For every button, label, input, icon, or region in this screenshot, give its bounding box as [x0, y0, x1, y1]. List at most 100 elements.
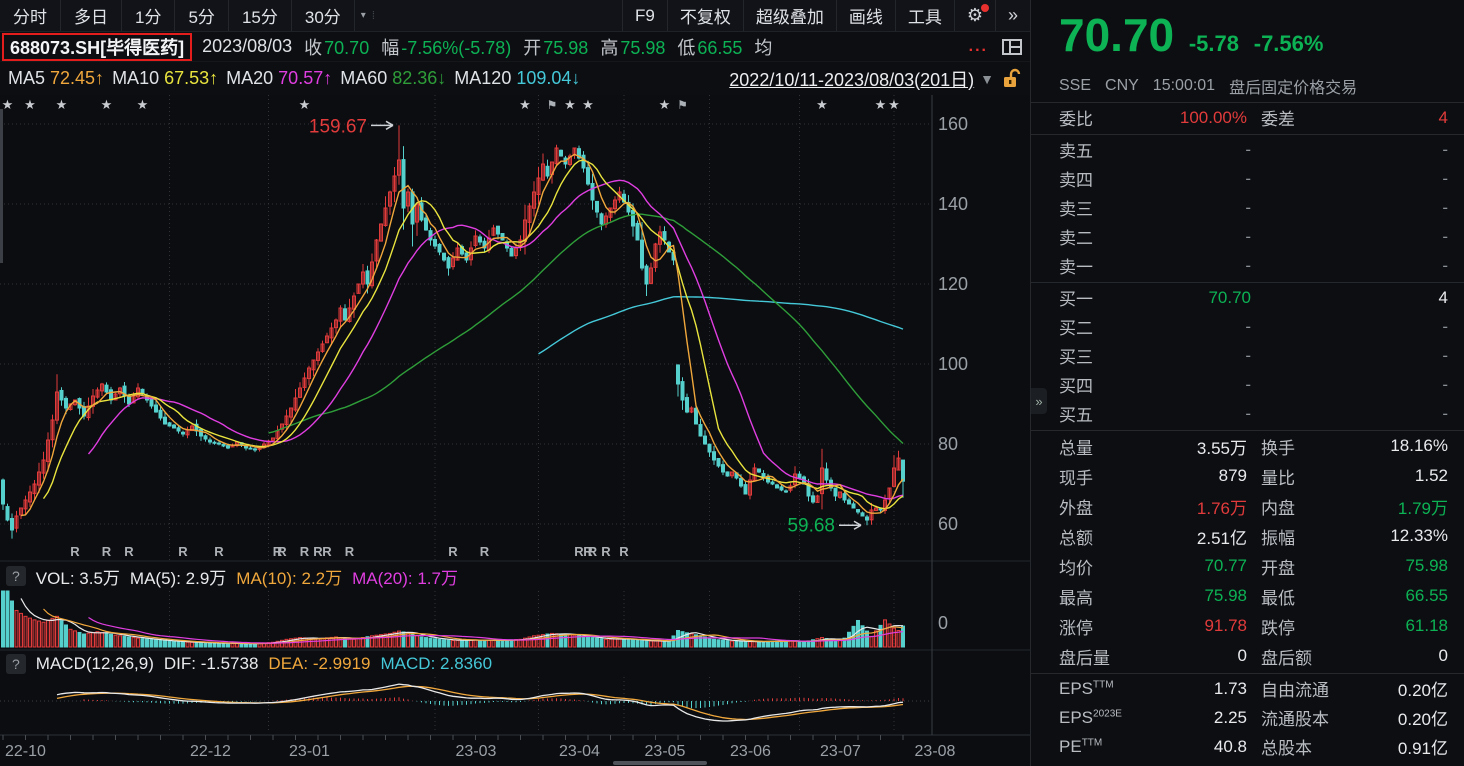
level-price: - [1245, 139, 1251, 159]
period-range-wrap: 2022/10/11-2023/08/03(201日) ▼ [729, 62, 1022, 95]
date-range-selector[interactable]: 2022/10/11-2023/08/03(201日) [729, 69, 975, 90]
stat-label: 自由流通 [1261, 681, 1329, 700]
ma-legend-item-4: MA120 109.04↓ [454, 68, 580, 89]
ma-value: 109.04↓ [516, 68, 581, 88]
ask-row-3: 卖二 - - [1031, 222, 1464, 251]
weibi-value: 100.00% [1179, 107, 1247, 127]
grid-layer [0, 95, 930, 733]
toolbar-item-0[interactable]: F9 [622, 0, 667, 31]
svg-text:R: R [588, 544, 598, 559]
stat-row-2: PETTM 40.8 总股本 0.91亿 [1031, 732, 1464, 761]
macd-layer [0, 683, 930, 722]
layout-icon[interactable] [1002, 38, 1022, 55]
tab-period-3[interactable]: 5分 [175, 0, 229, 31]
level-qty: - [1442, 403, 1448, 423]
svg-text:R: R [178, 544, 188, 559]
ma-legend-row: MA5 72.45↑ MA10 67.53↑ MA20 70.57↑ MA60 82.… [0, 62, 1030, 95]
svg-text:R: R [214, 544, 224, 559]
stat-row-4: 均价 70.77 开盘 75.98 [1031, 551, 1464, 581]
stat-label: 开盘 [1261, 558, 1295, 578]
toolbar-item-3[interactable]: 画线 [835, 0, 895, 31]
stat-label: 涨停 [1059, 618, 1093, 638]
svg-text:★: ★ [564, 97, 576, 112]
level-qty: - [1442, 139, 1448, 159]
level-label: 卖五 [1059, 142, 1093, 161]
panel-collapse-chevron[interactable]: » [1031, 388, 1047, 414]
svg-text:★: ★ [659, 97, 671, 112]
field-value: -7.56%(-5.78) [401, 37, 512, 58]
notification-dot [980, 4, 989, 12]
stat-label: EPSTTM [1059, 678, 1114, 698]
ask-levels: 卖五 - - 卖四 - - 卖三 - - 卖二 - - 卖一 - - [1031, 135, 1464, 280]
stat-label: 最低 [1261, 588, 1295, 608]
stat-row-7: 盘后量 0 盘后额 0 [1031, 641, 1464, 671]
weibi-row: 委比 100.00% 委差 4 [1031, 103, 1464, 132]
toolbar-item-2[interactable]: 超级叠加 [742, 0, 836, 31]
level-label: 卖一 [1059, 258, 1093, 277]
period-tabs: 分时 多日 1分 5分 15分 30分 [0, 0, 355, 31]
level-qty: - [1442, 168, 1448, 188]
macd-help-button[interactable]: ? [6, 654, 26, 674]
divider [1031, 430, 1464, 431]
svg-text:★: ★ [816, 97, 828, 112]
vol-help-button[interactable]: ? [6, 566, 26, 586]
ask-row-4: 卖一 - - [1031, 251, 1464, 280]
session-note: 盘后固定价格交易 [1229, 80, 1358, 97]
svg-text:★: ★ [875, 97, 887, 112]
more-indicator[interactable]: ... [968, 37, 988, 55]
unlock-icon[interactable] [1000, 68, 1022, 90]
toolbar-separator: ⁞ [371, 9, 375, 22]
symbol-box[interactable]: 688073.SH[毕得医药] [2, 32, 193, 61]
stat-label: 量比 [1261, 468, 1295, 488]
svg-text:★: ★ [582, 97, 594, 112]
svg-text:R: R [102, 544, 112, 559]
period-dropdown-icon[interactable]: ▾ [360, 10, 366, 21]
ma-label: MA10 [112, 68, 165, 88]
macd-pane-header: ? MACD(12,26,9) DIF: -1.5738 DEA: -2.991… [0, 651, 1030, 677]
level-label: 买五 [1059, 406, 1093, 425]
svg-text:R: R [70, 544, 80, 559]
tab-period-2[interactable]: 1分 [122, 0, 176, 31]
stat-row-1: 现手 879 量比 1.52 [1031, 461, 1464, 491]
level-price: - [1245, 316, 1251, 336]
stat-value: 1.73 [1213, 678, 1247, 698]
divider [1031, 102, 1464, 103]
level-label: 买二 [1059, 319, 1093, 338]
expand-menu-icon[interactable]: » [994, 0, 1030, 31]
bar-date: 2023/08/03 [202, 36, 293, 56]
market-status-row: SSE CNY 15:00:01 盘后固定价格交易 [1031, 72, 1464, 100]
field-label: 高 [600, 37, 619, 58]
svg-text:R: R [583, 544, 593, 559]
h-scrollbar-thumb[interactable] [613, 761, 707, 765]
candlestick-chart[interactable]: ★ ★ ★ ★ ★ ★ ★ ★ ★ ★ ★ ★ ★⚑ ⚑R R R R R RR R R R R R R R RR R R159.675… [0, 95, 1030, 766]
stat-label: 总额 [1059, 528, 1093, 548]
date-range-dropdown-icon[interactable]: ▼ [980, 70, 994, 87]
tab-period-1[interactable]: 多日 [61, 0, 122, 31]
svg-text:120: 120 [938, 274, 968, 294]
level-label: 卖三 [1059, 200, 1093, 219]
ma-legend: MA5 72.45↑ MA10 67.53↑ MA20 70.57↑ MA60 82.… [0, 68, 580, 89]
stat-label: 跌停 [1261, 618, 1295, 638]
svg-text:R: R [277, 544, 287, 559]
quote-time: 15:00:01 [1152, 77, 1216, 94]
toolbar-item-1[interactable]: 不复权 [666, 0, 743, 31]
stat-value: 18.16% [1390, 436, 1448, 455]
markers-layer [371, 120, 862, 530]
settings-gear-icon[interactable]: ⚙ [953, 0, 995, 31]
svg-text:★: ★ [519, 97, 531, 112]
toolbar-item-4[interactable]: 工具 [894, 0, 954, 31]
level-qty: - [1442, 226, 1448, 246]
stat-value: 879 [1218, 466, 1247, 485]
level-price: - [1245, 403, 1251, 423]
kline-chart-area[interactable]: ★ ★ ★ ★ ★ ★ ★ ★ ★ ★ ★ ★ ★ ⚑ ⚑ R R R R R R R R R R R R R R R R R R 159.67 5… [0, 95, 1030, 766]
period-toolbar: 分时 多日 1分 5分 15分 30分 ▾ ⁞ F9 不复权 超级叠加 画线 工具 ⚙ » [0, 0, 1030, 32]
ohlc-field-2: 开 75.98 [523, 34, 588, 60]
stat-label: 外盘 [1059, 498, 1093, 518]
divider [1031, 673, 1464, 674]
tab-period-4[interactable]: 15分 [229, 0, 292, 31]
stat-row-0: EPSTTM 1.73 自由流通 0.20亿 [1031, 674, 1464, 703]
bid-row-4: 买五 - - [1031, 399, 1464, 428]
tab-period-0[interactable]: 分时 [0, 0, 61, 31]
stat-label: 盘后额 [1261, 648, 1312, 668]
tab-period-5[interactable]: 30分 [292, 0, 355, 31]
